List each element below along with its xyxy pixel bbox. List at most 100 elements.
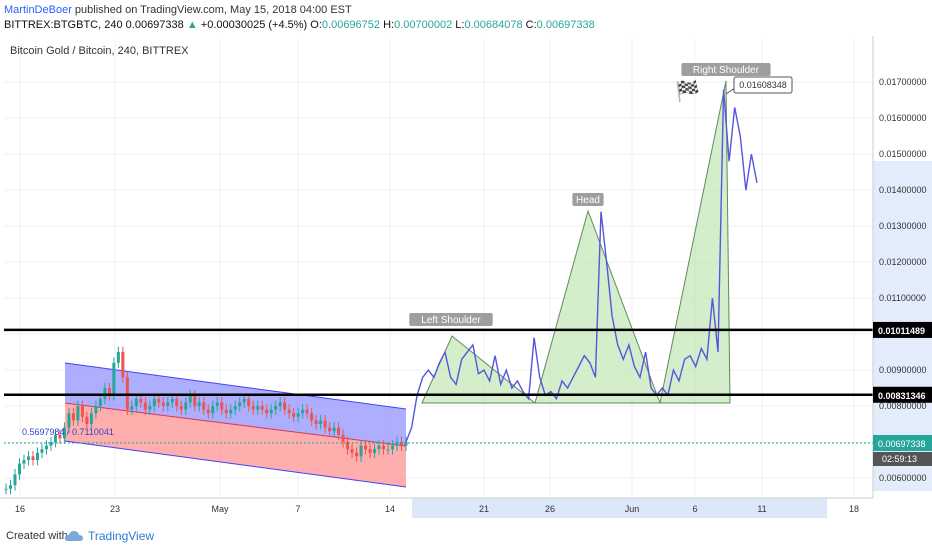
up-arrow-icon: ▲ (186, 19, 198, 31)
footer: Created with TradingView (0, 520, 932, 550)
x-tick-label: 11 (757, 504, 766, 514)
candle (224, 404, 228, 419)
candle (229, 404, 233, 419)
candle (71, 407, 75, 426)
candle-body (148, 406, 152, 410)
channel-mid-line (64, 402, 407, 447)
candle-body (350, 449, 354, 453)
close-value: 0.00697338 (536, 19, 595, 31)
candle-body (229, 409, 233, 414)
candle (125, 371, 129, 416)
annotation-text: Head (576, 195, 600, 206)
candle (337, 422, 341, 441)
candle (67, 407, 71, 434)
candle (305, 404, 309, 419)
chart-header: MartinDeBoer published on TradingView.co… (0, 0, 932, 36)
candle-body (215, 402, 219, 407)
candle-body (53, 434, 57, 443)
candle-body (346, 442, 350, 450)
candle (103, 382, 107, 405)
x-tick-label: 23 (110, 504, 120, 514)
candle (197, 397, 201, 412)
candle (265, 404, 269, 419)
author-link[interactable]: MartinDeBoer (4, 4, 72, 16)
created-with: Created with (6, 530, 68, 542)
candle (328, 422, 332, 437)
candle (206, 404, 210, 419)
candle (260, 400, 264, 416)
candle-body (76, 406, 80, 421)
candle (112, 357, 116, 401)
high-value: 0.00700002 (394, 19, 453, 31)
candle (85, 411, 89, 430)
pattern-triangle (421, 335, 537, 404)
open-value: 0.00696752 (321, 19, 381, 31)
channel-lower-zone (65, 403, 406, 487)
candle (400, 436, 404, 452)
candle-body (292, 413, 296, 417)
x-tick-label: 18 (849, 504, 859, 514)
price-chart[interactable]: 0.5697984 / 0.7110041 Left Shoulder Head Ri… (0, 36, 932, 520)
plot-area[interactable]: 0.5697984 / 0.7110041 Left Shoulder Head Ri… (4, 63, 873, 495)
published-text: published on TradingView.com, May 15, 20… (74, 4, 352, 16)
candle (8, 479, 12, 495)
candle-body (211, 406, 215, 414)
candle-body (202, 402, 206, 410)
candle-body (206, 409, 210, 414)
candle (310, 407, 314, 426)
candle (233, 400, 237, 416)
candle (274, 400, 278, 416)
x-tick-label: 6 (692, 504, 697, 514)
candle (130, 400, 134, 416)
candle (188, 389, 192, 408)
projection-line (405, 89, 758, 443)
peak-price-box (733, 76, 793, 94)
candle (98, 393, 102, 412)
candle-body (341, 434, 345, 443)
candle-body (17, 463, 21, 475)
candle (368, 443, 372, 459)
candle (193, 389, 197, 412)
candle-body (355, 452, 359, 457)
candle-body (220, 402, 224, 410)
candle-body (130, 406, 134, 410)
candle-body (314, 420, 318, 425)
annotation-text: Left Shoulder (421, 315, 481, 326)
candle (4, 483, 8, 495)
candle (175, 393, 179, 412)
candle-body (125, 377, 129, 410)
axes: 0.006000000.007000000.008000000.00900000… (0, 36, 932, 518)
candle (116, 346, 120, 369)
candle (238, 397, 242, 412)
tradingview-logo[interactable]: TradingView (88, 529, 155, 543)
candle (377, 440, 381, 455)
right-shoulder-label: Right Shoulder (681, 63, 771, 76)
ohlc-line: BITTREX:BTGBTC, 240 0.00697338 ▲ +0.0003… (4, 19, 595, 31)
tradingview-cloud-icon (64, 531, 83, 541)
annotation-box (409, 313, 493, 326)
candle (26, 451, 30, 466)
candle (40, 443, 44, 459)
candle (184, 397, 188, 416)
candle (148, 400, 152, 416)
candle-body (49, 442, 53, 446)
y-tick-label: 0.01700000 (879, 77, 927, 87)
candle (22, 454, 26, 470)
candle (287, 404, 291, 419)
candle-body (251, 406, 255, 410)
candle-body (98, 398, 102, 407)
candle-body (265, 409, 269, 414)
candle-body (193, 395, 197, 407)
price-change: +0.00030025 (+4.5%) (200, 19, 308, 31)
candle-body (26, 456, 30, 461)
x-tick-label: 16 (15, 504, 25, 514)
candle (373, 443, 377, 459)
candle-body (391, 445, 395, 450)
candle-body (67, 413, 71, 428)
candle-body (382, 445, 386, 450)
y-tick-label: 0.00800000 (879, 401, 927, 411)
candle (53, 429, 57, 448)
candle-body (4, 488, 8, 490)
countdown-tag (873, 451, 932, 466)
candle-body (373, 449, 377, 453)
